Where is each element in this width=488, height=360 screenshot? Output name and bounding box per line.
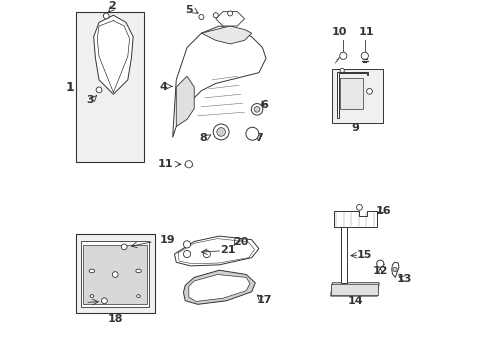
Text: 9: 9 — [350, 123, 358, 133]
Circle shape — [339, 68, 344, 73]
Circle shape — [356, 204, 362, 210]
Ellipse shape — [90, 294, 94, 297]
Text: 18: 18 — [107, 314, 122, 324]
Text: 14: 14 — [346, 296, 362, 306]
Polygon shape — [333, 211, 377, 227]
Polygon shape — [174, 236, 258, 266]
Bar — [76, 12, 143, 162]
Text: 16: 16 — [375, 206, 391, 216]
Text: 3: 3 — [86, 95, 94, 105]
Polygon shape — [341, 227, 346, 283]
Circle shape — [103, 13, 109, 19]
Text: 19: 19 — [159, 235, 175, 245]
Text: 8: 8 — [199, 133, 206, 143]
Circle shape — [227, 11, 232, 16]
Circle shape — [366, 89, 371, 94]
Polygon shape — [188, 275, 249, 301]
Polygon shape — [81, 242, 149, 307]
Polygon shape — [330, 283, 378, 296]
Bar — [82, 245, 146, 304]
Text: 1: 1 — [66, 81, 75, 94]
Polygon shape — [215, 12, 244, 26]
Circle shape — [213, 13, 218, 18]
Circle shape — [121, 244, 127, 250]
Text: 11: 11 — [158, 159, 173, 169]
Text: 5: 5 — [184, 5, 192, 15]
Circle shape — [361, 52, 367, 59]
Circle shape — [112, 272, 118, 278]
Bar — [76, 234, 154, 313]
Text: 2: 2 — [107, 1, 115, 11]
Circle shape — [102, 298, 107, 303]
Text: 13: 13 — [396, 274, 411, 284]
Text: 17: 17 — [256, 295, 271, 305]
Circle shape — [185, 161, 192, 168]
Circle shape — [203, 251, 210, 258]
Bar — [339, 78, 362, 109]
Circle shape — [213, 124, 228, 140]
Polygon shape — [94, 15, 133, 94]
Circle shape — [245, 127, 258, 140]
Circle shape — [216, 128, 225, 136]
Text: 12: 12 — [372, 266, 387, 276]
Bar — [332, 69, 382, 123]
Ellipse shape — [137, 294, 140, 297]
Polygon shape — [391, 262, 398, 278]
Circle shape — [183, 251, 190, 258]
Circle shape — [392, 267, 396, 272]
Circle shape — [339, 52, 346, 59]
Text: 15: 15 — [356, 250, 372, 260]
Ellipse shape — [136, 269, 141, 273]
Text: 21: 21 — [220, 246, 236, 256]
Ellipse shape — [89, 269, 94, 273]
Text: 10: 10 — [330, 27, 346, 37]
Circle shape — [183, 241, 190, 248]
Circle shape — [254, 107, 260, 112]
Text: 6: 6 — [260, 100, 267, 110]
Circle shape — [199, 14, 203, 19]
Text: 11: 11 — [358, 27, 374, 37]
Polygon shape — [172, 26, 265, 137]
Bar — [331, 284, 377, 295]
Text: 4: 4 — [160, 82, 167, 92]
Polygon shape — [183, 270, 255, 304]
Circle shape — [376, 260, 383, 267]
Circle shape — [251, 104, 262, 115]
Polygon shape — [201, 26, 251, 44]
Text: 7: 7 — [255, 133, 263, 143]
Polygon shape — [336, 72, 367, 118]
Text: 20: 20 — [233, 237, 248, 247]
Polygon shape — [176, 76, 194, 127]
Circle shape — [96, 87, 102, 93]
